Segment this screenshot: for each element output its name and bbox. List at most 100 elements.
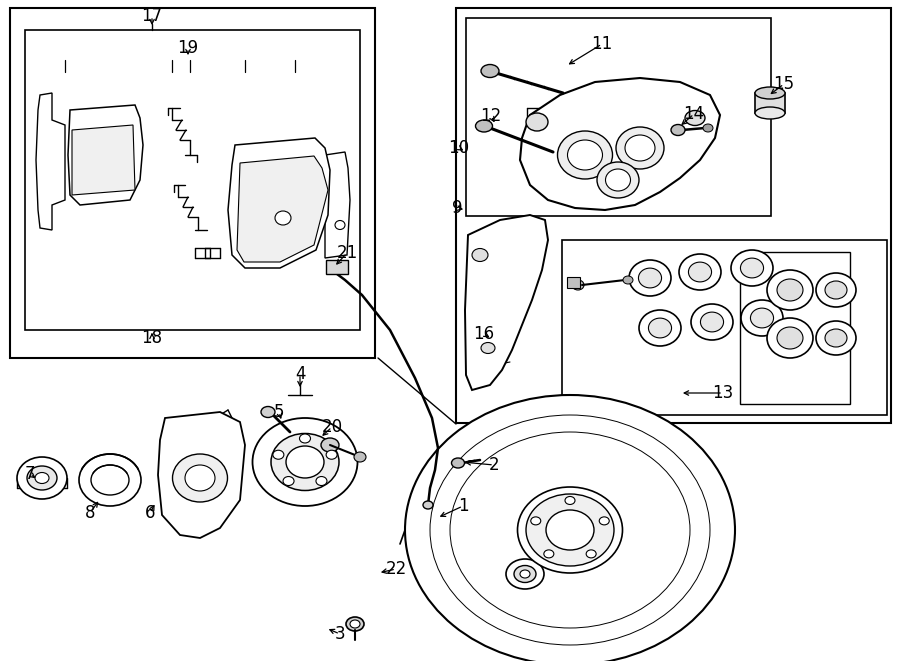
Ellipse shape bbox=[825, 281, 847, 299]
Ellipse shape bbox=[514, 566, 536, 582]
Ellipse shape bbox=[544, 550, 554, 558]
Polygon shape bbox=[68, 105, 143, 205]
Ellipse shape bbox=[606, 169, 631, 191]
Polygon shape bbox=[237, 156, 328, 262]
Ellipse shape bbox=[700, 312, 724, 332]
Ellipse shape bbox=[741, 300, 783, 336]
Ellipse shape bbox=[688, 262, 712, 282]
Polygon shape bbox=[36, 93, 65, 230]
Ellipse shape bbox=[321, 438, 339, 452]
Ellipse shape bbox=[586, 550, 596, 558]
Text: 9: 9 bbox=[452, 199, 463, 217]
Ellipse shape bbox=[623, 276, 633, 284]
Ellipse shape bbox=[616, 127, 664, 169]
Ellipse shape bbox=[173, 454, 228, 502]
Text: 15: 15 bbox=[773, 75, 795, 93]
Bar bbox=[10, 8, 375, 358]
Polygon shape bbox=[228, 138, 330, 268]
Ellipse shape bbox=[354, 452, 366, 462]
Ellipse shape bbox=[27, 466, 57, 490]
Ellipse shape bbox=[253, 418, 357, 506]
Ellipse shape bbox=[526, 113, 548, 131]
Ellipse shape bbox=[520, 570, 530, 578]
Polygon shape bbox=[465, 215, 548, 390]
Ellipse shape bbox=[572, 280, 584, 290]
Ellipse shape bbox=[639, 310, 681, 346]
Bar bbox=[456, 8, 891, 423]
Text: 12: 12 bbox=[481, 107, 501, 125]
Ellipse shape bbox=[283, 477, 294, 486]
Ellipse shape bbox=[755, 107, 785, 119]
Ellipse shape bbox=[557, 131, 613, 179]
Ellipse shape bbox=[825, 329, 847, 347]
Ellipse shape bbox=[638, 268, 662, 288]
Ellipse shape bbox=[741, 258, 763, 278]
Ellipse shape bbox=[185, 465, 215, 491]
Ellipse shape bbox=[286, 446, 324, 478]
Text: 1: 1 bbox=[458, 497, 468, 515]
Bar bbox=[567, 277, 580, 288]
Ellipse shape bbox=[767, 270, 813, 310]
Text: 14: 14 bbox=[683, 105, 705, 123]
Ellipse shape bbox=[35, 473, 49, 483]
Ellipse shape bbox=[271, 434, 339, 490]
Ellipse shape bbox=[475, 120, 492, 132]
Text: 6: 6 bbox=[145, 504, 155, 522]
Text: 13: 13 bbox=[713, 384, 734, 402]
Ellipse shape bbox=[275, 211, 291, 225]
Text: 4: 4 bbox=[295, 365, 305, 383]
Ellipse shape bbox=[816, 273, 856, 307]
Ellipse shape bbox=[350, 620, 360, 628]
Polygon shape bbox=[520, 78, 720, 210]
Text: 19: 19 bbox=[177, 39, 199, 57]
Text: 20: 20 bbox=[321, 418, 343, 436]
Ellipse shape bbox=[326, 450, 338, 459]
Ellipse shape bbox=[597, 162, 639, 198]
Bar bbox=[326, 260, 348, 274]
Ellipse shape bbox=[335, 221, 345, 229]
Text: 18: 18 bbox=[141, 329, 163, 347]
Bar bbox=[25, 30, 360, 330]
Ellipse shape bbox=[755, 87, 785, 99]
Ellipse shape bbox=[565, 496, 575, 504]
Text: 7: 7 bbox=[25, 465, 35, 483]
Text: 16: 16 bbox=[473, 325, 495, 343]
Polygon shape bbox=[755, 93, 785, 113]
Ellipse shape bbox=[506, 559, 544, 589]
Ellipse shape bbox=[671, 124, 685, 136]
Ellipse shape bbox=[481, 65, 499, 77]
Text: 22: 22 bbox=[385, 560, 407, 578]
Ellipse shape bbox=[423, 501, 433, 509]
Ellipse shape bbox=[346, 617, 364, 631]
Ellipse shape bbox=[17, 457, 67, 499]
Ellipse shape bbox=[777, 279, 803, 301]
Ellipse shape bbox=[679, 254, 721, 290]
Bar bbox=[562, 240, 887, 415]
Text: 3: 3 bbox=[335, 625, 346, 643]
Ellipse shape bbox=[691, 304, 733, 340]
Ellipse shape bbox=[629, 260, 671, 296]
Ellipse shape bbox=[405, 395, 735, 661]
Ellipse shape bbox=[546, 510, 594, 550]
Ellipse shape bbox=[316, 477, 327, 486]
Ellipse shape bbox=[91, 465, 129, 495]
Ellipse shape bbox=[472, 249, 488, 262]
Text: 21: 21 bbox=[337, 244, 357, 262]
Ellipse shape bbox=[685, 110, 705, 126]
Ellipse shape bbox=[703, 124, 713, 132]
Polygon shape bbox=[158, 412, 245, 538]
Bar bbox=[466, 18, 771, 216]
Ellipse shape bbox=[452, 458, 464, 468]
Ellipse shape bbox=[599, 517, 609, 525]
Text: 11: 11 bbox=[591, 35, 613, 53]
Ellipse shape bbox=[777, 327, 803, 349]
Polygon shape bbox=[325, 152, 350, 258]
Bar bbox=[740, 252, 850, 404]
Ellipse shape bbox=[300, 434, 310, 443]
Ellipse shape bbox=[767, 318, 813, 358]
Ellipse shape bbox=[273, 450, 284, 459]
Ellipse shape bbox=[731, 250, 773, 286]
Ellipse shape bbox=[526, 494, 614, 566]
Text: 10: 10 bbox=[448, 139, 470, 157]
Ellipse shape bbox=[531, 517, 541, 525]
